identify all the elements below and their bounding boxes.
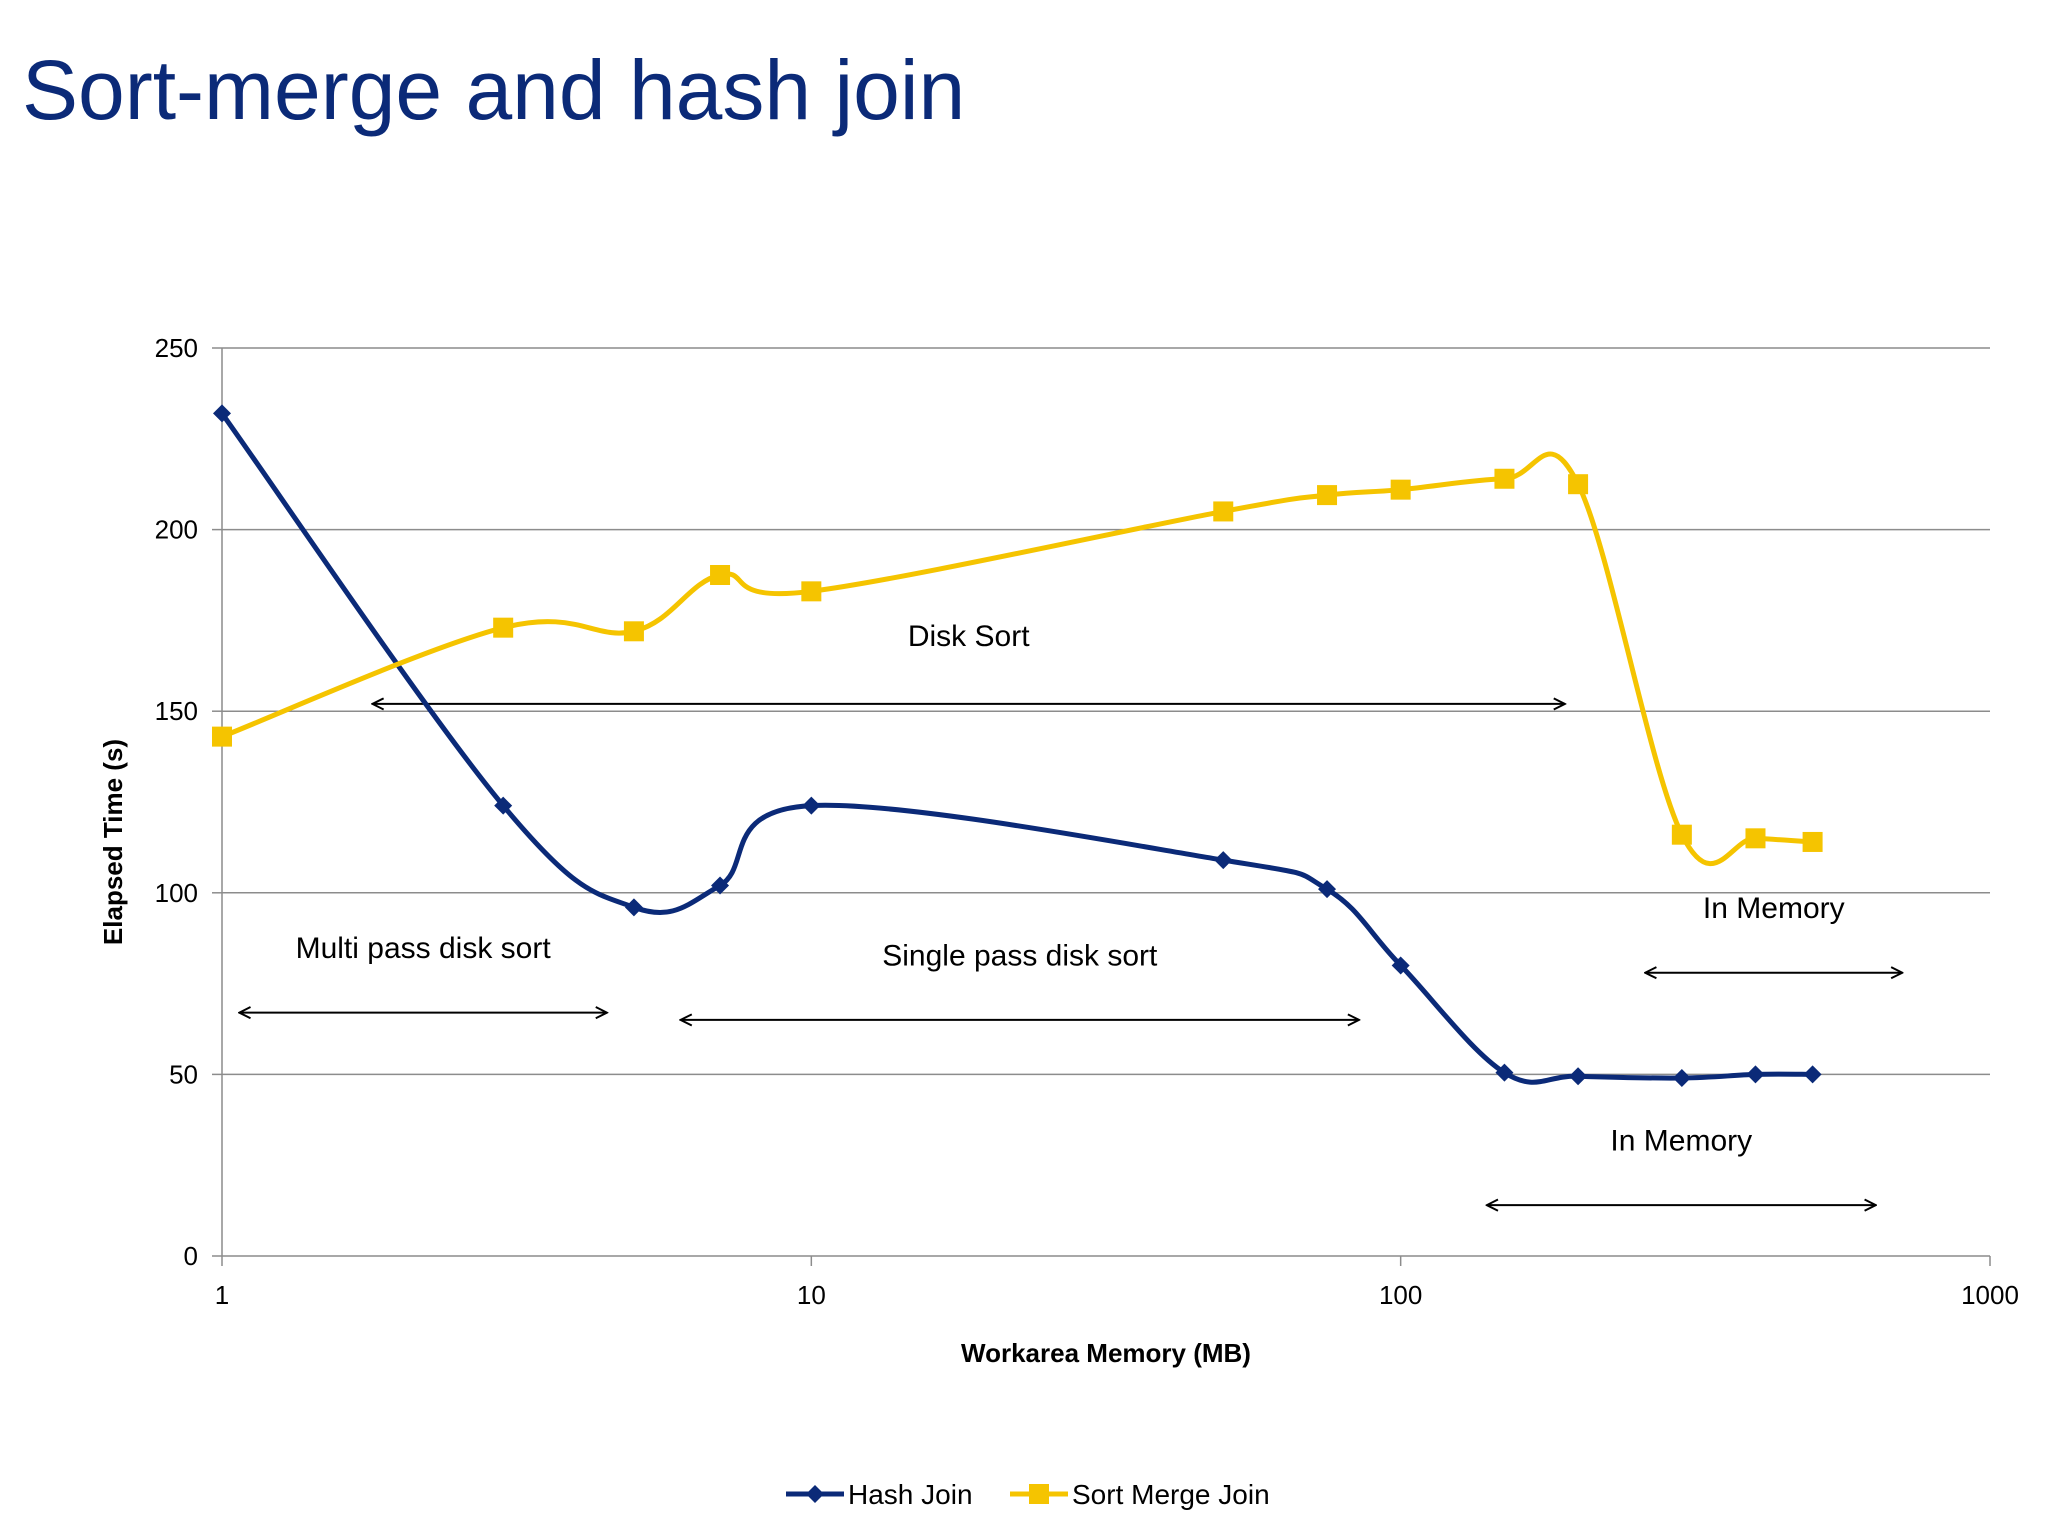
- data-point-sort-merge-join: [1568, 474, 1589, 495]
- annotation-label: Disk Sort: [908, 620, 1030, 653]
- data-point-sort-merge-join: [1390, 479, 1411, 500]
- data-point-hash-join: [624, 898, 643, 917]
- annotations: Disk Sort Multi pass disk sort Single pass…: [239, 620, 1902, 1205]
- legend-item-sort-merge-join: Sort Merge Join: [1010, 1479, 1270, 1510]
- legend-item-hash-join: Hash Join: [786, 1479, 973, 1510]
- legend-marker-sort-merge-join: [1029, 1484, 1049, 1504]
- page-title: Sort-merge and hash join: [22, 43, 966, 137]
- data-point-sort-merge-join: [212, 726, 232, 747]
- legend-label: Hash Join: [848, 1479, 973, 1510]
- y-tick-label: 50: [169, 1059, 198, 1089]
- data-point-sort-merge-join: [710, 565, 731, 585]
- data-point-sort-merge-join: [1213, 501, 1234, 522]
- y-tick-label: 100: [155, 878, 198, 908]
- series-hash-join: [213, 404, 1822, 1088]
- series-sort-merge-join: [212, 451, 1823, 866]
- x-tick-label: 100: [1379, 1280, 1422, 1310]
- legend-label: Sort Merge Join: [1072, 1479, 1270, 1510]
- data-point-hash-join: [711, 876, 730, 895]
- x-axis-title: Workarea Memory (MB): [961, 1338, 1251, 1368]
- x-tick-label: 1000: [1961, 1280, 2019, 1310]
- annotation-label: In Memory: [1610, 1125, 1752, 1158]
- x-tick-label: 1: [215, 1280, 229, 1310]
- data-point-hash-join: [1318, 880, 1337, 899]
- annotation-label: In Memory: [1703, 892, 1845, 925]
- y-tick-label: 0: [184, 1241, 198, 1271]
- data-point-sort-merge-join: [1317, 485, 1338, 506]
- y-tick-label: 250: [155, 333, 198, 363]
- data-point-hash-join: [1672, 1069, 1691, 1088]
- data-point-hash-join: [1214, 851, 1233, 870]
- series-line-sort-merge-join: [219, 451, 1816, 866]
- data-point-sort-merge-join: [493, 617, 514, 638]
- data-point-sort-merge-join: [1671, 824, 1692, 845]
- data-point-sort-merge-join: [801, 581, 822, 602]
- gridlines: [222, 347, 1990, 1076]
- data-point-hash-join: [1495, 1063, 1514, 1082]
- data-point-hash-join: [802, 796, 821, 815]
- annotation-label: Single pass disk sort: [882, 939, 1158, 972]
- data-point-sort-merge-join: [1494, 468, 1515, 489]
- series: [212, 404, 1823, 1088]
- x-tick-label: 10: [797, 1280, 826, 1310]
- y-tick-label: 200: [155, 515, 198, 545]
- data-point-hash-join: [1391, 956, 1410, 975]
- legend-marker-hash-join: [806, 1485, 824, 1503]
- data-point-sort-merge-join: [1802, 831, 1823, 852]
- series-line-hash-join: [219, 410, 1816, 1085]
- y-tick-label: 150: [155, 696, 198, 726]
- annotation-label: Multi pass disk sort: [296, 932, 552, 965]
- axes: 0 50 100 150 200 250 1 10 100 1000 Workarea Memory…: [98, 333, 2019, 1368]
- data-point-hash-join: [213, 404, 231, 423]
- data-point-hash-join: [1569, 1067, 1588, 1086]
- data-point-hash-join: [1746, 1065, 1765, 1084]
- data-point-hash-join: [1803, 1065, 1822, 1084]
- data-point-sort-merge-join: [1745, 828, 1766, 849]
- y-axis-title: Elapsed Time (s): [98, 739, 128, 945]
- data-point-hash-join: [494, 796, 513, 815]
- legend: Hash Join Sort Merge Join: [786, 1479, 1270, 1510]
- data-point-sort-merge-join: [623, 621, 644, 642]
